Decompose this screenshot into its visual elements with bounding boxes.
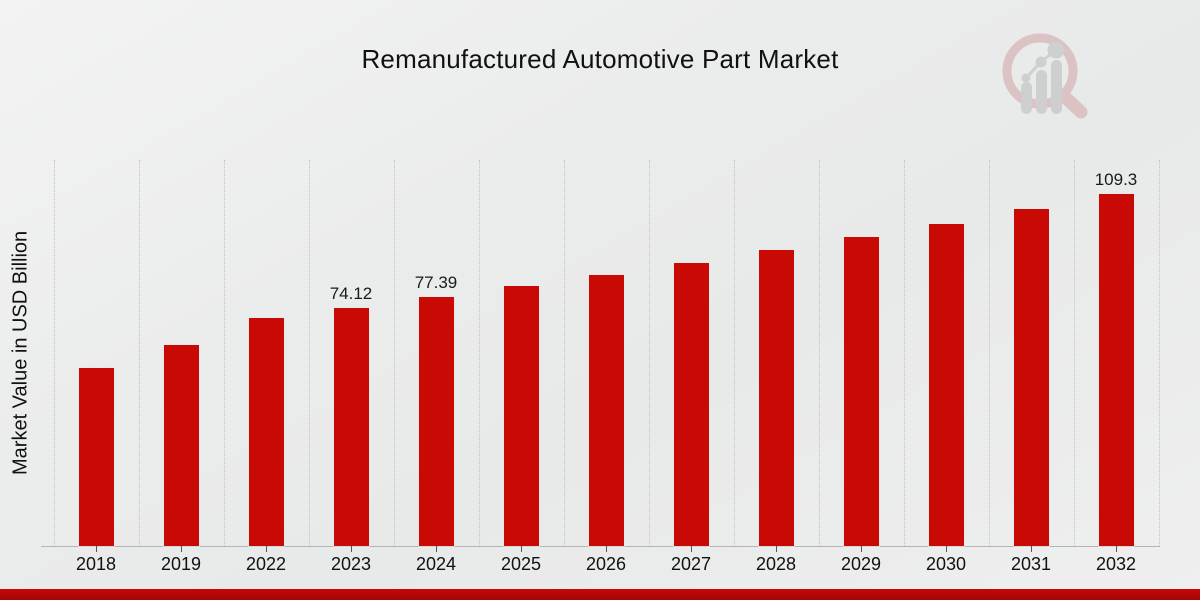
vertical-gridline xyxy=(308,160,310,546)
x-axis-tick xyxy=(181,546,182,552)
x-axis-tick xyxy=(691,546,692,552)
x-tick-label-2027: 2027 xyxy=(670,554,712,574)
bar-2030 xyxy=(928,223,964,546)
x-axis-tick xyxy=(606,546,607,552)
vertical-gridline xyxy=(53,160,55,546)
footer-accent-bar xyxy=(0,589,1200,600)
x-tick-label-2023: 2023 xyxy=(330,554,372,574)
x-axis-tick xyxy=(521,546,522,552)
bar-2023 xyxy=(333,307,369,546)
x-axis-line xyxy=(41,546,1160,547)
plot-area: 2018 2019 2022 2023 74.12 2024 77.39 2025 2026 20… xyxy=(41,160,1160,574)
value-label-2023: 74.12 xyxy=(329,283,373,303)
x-tick-label-2025: 2025 xyxy=(500,554,542,574)
x-tick-label-2019: 2019 xyxy=(160,554,202,574)
vertical-gridline xyxy=(393,160,395,546)
bar-2031 xyxy=(1013,209,1049,546)
x-tick-label-2018: 2018 xyxy=(75,554,117,574)
vertical-gridline xyxy=(478,160,480,546)
x-tick-label-2028: 2028 xyxy=(755,554,797,574)
bar-2019 xyxy=(163,344,199,546)
x-axis-tick xyxy=(96,546,97,552)
x-tick-label-2022: 2022 xyxy=(245,554,287,574)
vertical-gridline xyxy=(903,160,905,546)
vertical-gridline xyxy=(1158,160,1160,546)
chart-title: Remanufactured Automotive Part Market xyxy=(361,44,839,74)
vertical-gridline xyxy=(1073,160,1075,546)
bar-2024 xyxy=(418,297,454,546)
vertical-gridline xyxy=(138,160,140,546)
x-tick-label-2026: 2026 xyxy=(585,554,627,574)
bar-2026 xyxy=(588,274,624,546)
bar-2022 xyxy=(248,317,284,546)
bar-2032 xyxy=(1098,194,1134,546)
vertical-gridline xyxy=(563,160,565,546)
bar-2028 xyxy=(758,250,794,546)
vertical-gridline xyxy=(223,160,225,546)
x-tick-label-2029: 2029 xyxy=(840,554,882,574)
x-axis-tick xyxy=(436,546,437,552)
value-label-2024: 77.39 xyxy=(414,273,458,293)
x-axis-tick xyxy=(1116,546,1117,552)
y-axis-title: Market Value in USD Billion xyxy=(9,230,32,476)
bar-2018 xyxy=(78,367,114,546)
bar-2025 xyxy=(503,286,539,546)
value-label-2032: 109.3 xyxy=(1094,170,1138,190)
x-axis-tick xyxy=(946,546,947,552)
vertical-gridline xyxy=(818,160,820,546)
x-tick-label-2031: 2031 xyxy=(1010,554,1052,574)
x-tick-label-2030: 2030 xyxy=(925,554,967,574)
x-axis-tick xyxy=(861,546,862,552)
x-axis-tick xyxy=(351,546,352,552)
x-tick-label-2024: 2024 xyxy=(415,554,457,574)
x-axis-tick xyxy=(1031,546,1032,552)
x-axis-tick xyxy=(266,546,267,552)
vertical-gridline xyxy=(733,160,735,546)
x-axis-tick xyxy=(776,546,777,552)
brand-logo-watermark xyxy=(1002,33,1088,119)
vertical-gridline xyxy=(648,160,650,546)
bar-trend-icon xyxy=(1021,41,1065,114)
bar-2029 xyxy=(843,237,879,546)
vertical-gridline xyxy=(988,160,990,546)
bar-2027 xyxy=(673,262,709,546)
x-tick-label-2032: 2032 xyxy=(1095,554,1137,574)
